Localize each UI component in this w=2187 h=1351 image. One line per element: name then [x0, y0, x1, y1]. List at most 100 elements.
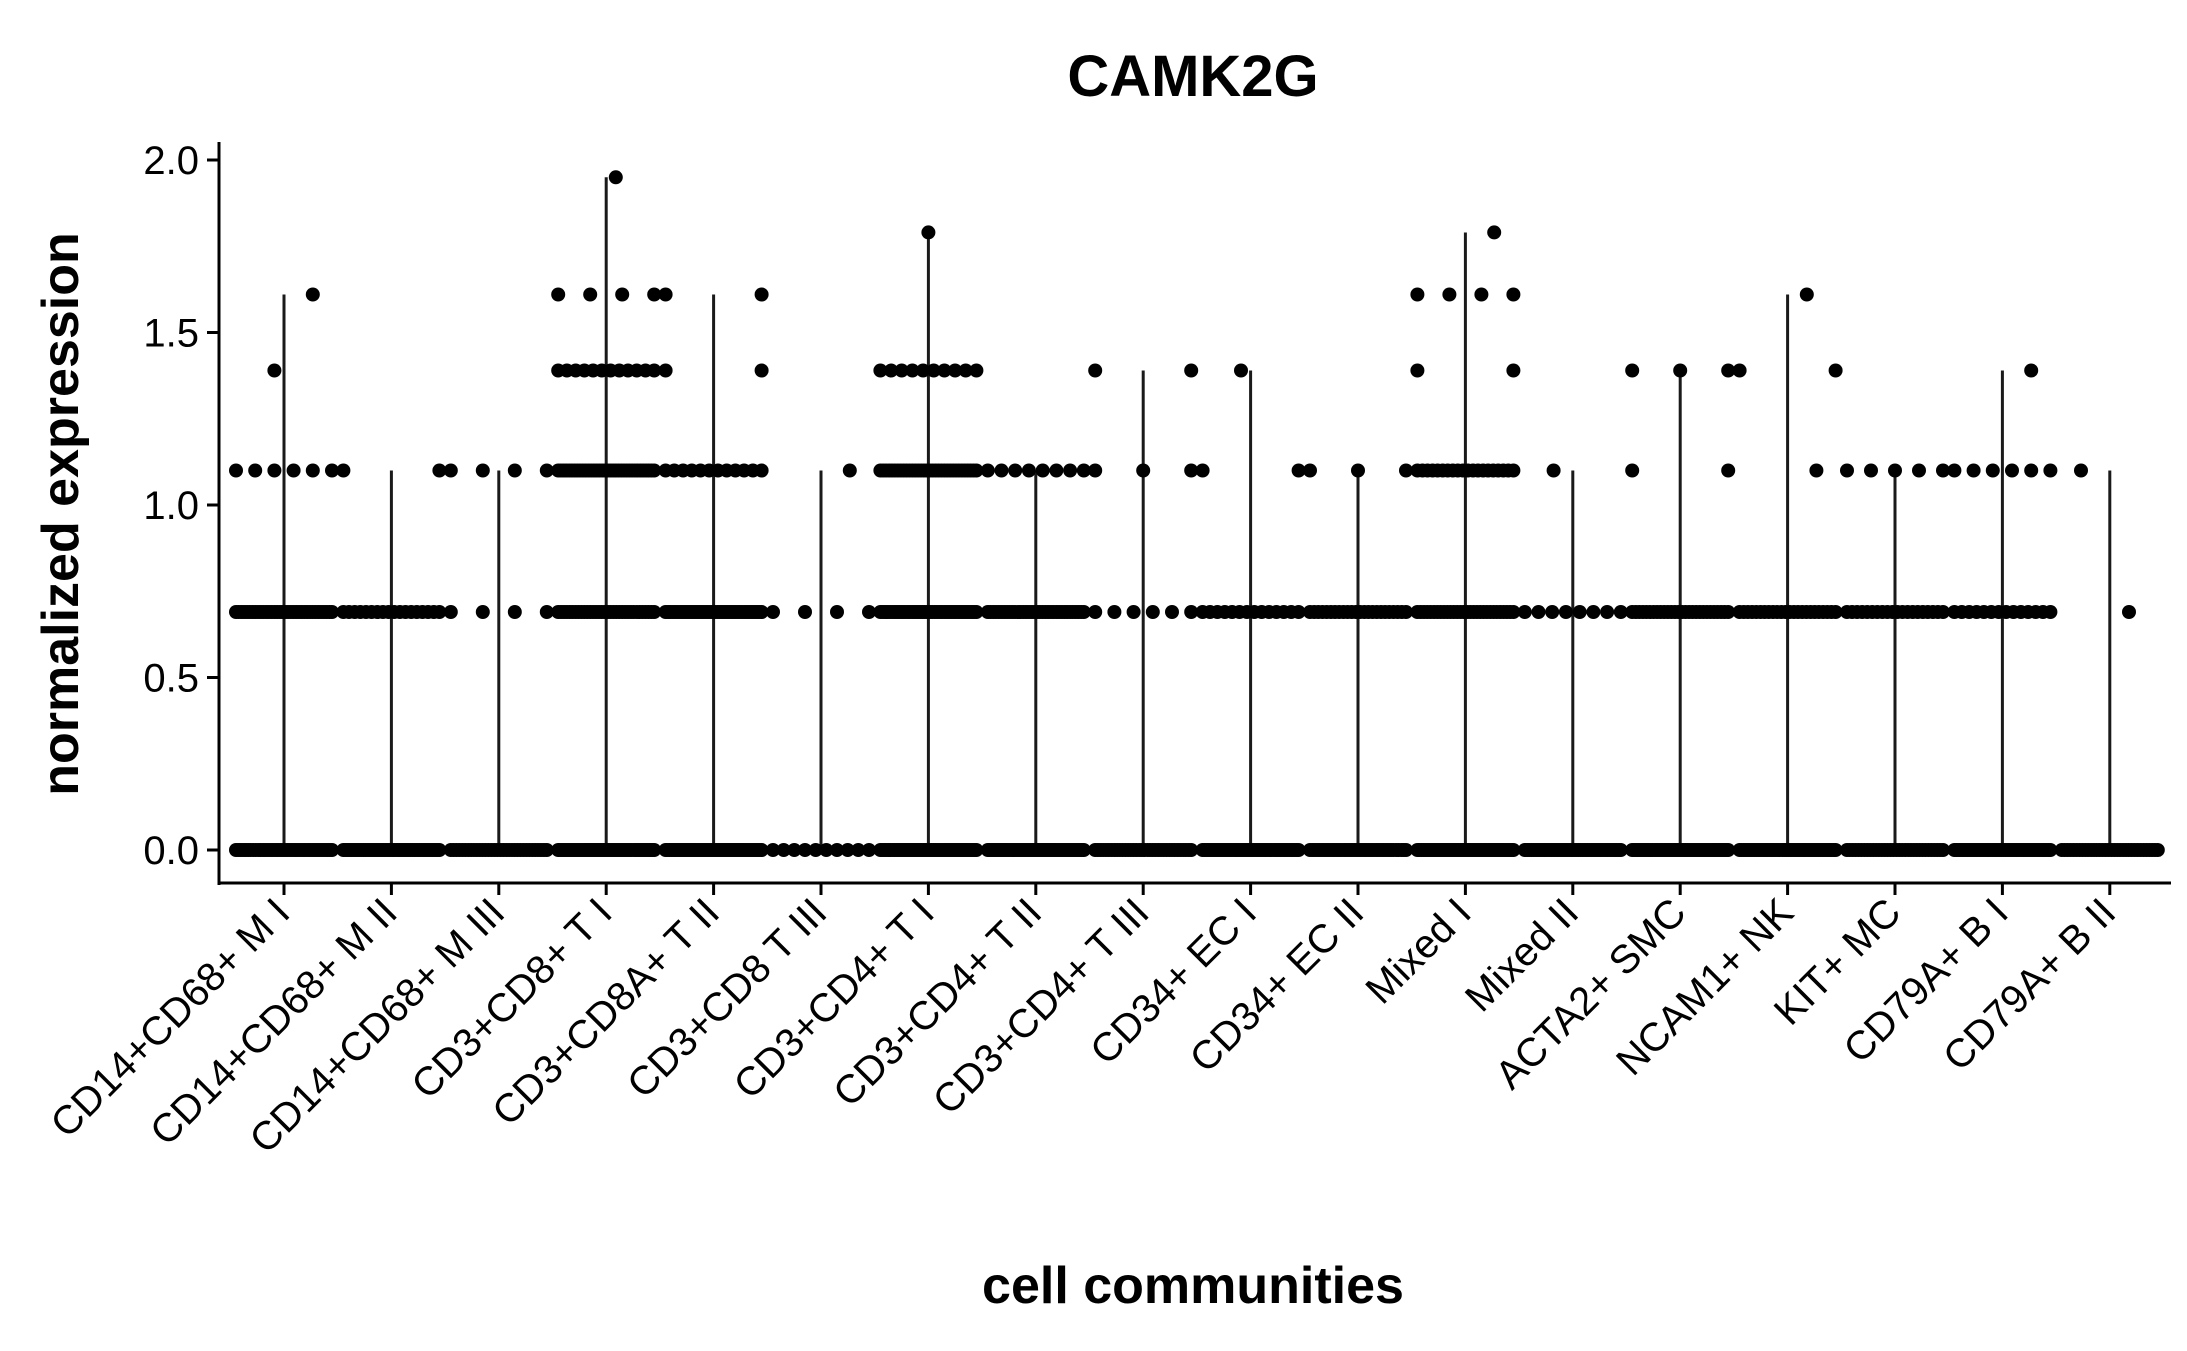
data-point [1088, 605, 1103, 619]
data-point [754, 287, 769, 302]
data-point [937, 363, 952, 378]
data-point [248, 463, 263, 478]
data-point [305, 463, 320, 478]
data-point [1474, 287, 1489, 302]
data-point [443, 463, 458, 478]
data-point [1517, 605, 1532, 619]
data-point [754, 363, 769, 378]
data-point [1076, 605, 1091, 619]
data-point [647, 287, 662, 302]
data-point [1076, 843, 1091, 857]
data-point [1291, 605, 1306, 619]
data-point [905, 363, 920, 378]
data-point [1487, 225, 1502, 240]
data-point [1966, 463, 1981, 478]
data-point [1399, 463, 1413, 478]
data-point [2005, 463, 2019, 478]
data-point [432, 605, 447, 619]
data-point [894, 363, 909, 378]
data-point [1809, 463, 1824, 478]
data-point [994, 463, 1009, 478]
data-point [1136, 463, 1151, 478]
data-points [229, 170, 2165, 857]
data-point [958, 363, 973, 378]
chart-title: CAMK2G [1067, 44, 1318, 109]
data-point [1184, 463, 1199, 478]
data-point [754, 843, 769, 857]
data-point [539, 605, 554, 619]
data-point [475, 463, 490, 478]
data-point [1912, 463, 1926, 478]
data-point [830, 843, 844, 857]
data-point [873, 363, 888, 378]
data-point [1303, 463, 1317, 478]
data-point [1399, 843, 1413, 857]
data-point [1545, 605, 1560, 619]
violin-lines [236, 177, 2158, 852]
data-point [798, 843, 812, 857]
y-tick-label: 1.0 [143, 484, 199, 528]
data-point [1936, 605, 1950, 619]
data-point [1351, 463, 1365, 478]
data-point [1184, 843, 1199, 857]
data-point [754, 463, 769, 478]
data-point [1234, 363, 1248, 378]
data-point [267, 463, 282, 478]
data-point [1828, 363, 1843, 378]
data-point [1107, 605, 1122, 619]
data-point [969, 363, 984, 378]
data-point [1506, 843, 1521, 857]
data-point [1088, 463, 1103, 478]
data-point [926, 363, 941, 378]
data-point [1625, 463, 1640, 478]
data-point [267, 363, 282, 378]
data-point [969, 843, 984, 857]
data-point [1049, 463, 1064, 478]
data-point [948, 363, 963, 378]
data-point [647, 605, 662, 619]
data-point [1721, 463, 1736, 478]
data-point [325, 463, 339, 478]
data-point [1558, 605, 1573, 619]
data-point [776, 843, 791, 857]
data-point [1721, 605, 1736, 619]
data-point [1021, 463, 1036, 478]
data-point [2074, 463, 2088, 478]
data-point [658, 363, 673, 378]
data-point [1947, 463, 1962, 478]
data-point [1613, 843, 1628, 857]
data-point [1506, 463, 1521, 478]
data-point [862, 605, 876, 619]
data-point [1506, 605, 1521, 619]
data-point [1936, 463, 1950, 478]
data-point [2043, 605, 2058, 619]
data-point [766, 605, 780, 619]
data-point [1195, 463, 1210, 478]
x-tick-label: ACTA2+ SMC [1487, 890, 1694, 1097]
y-axis-ticks: 0.0 0.5 1.0 1.5 2.0 [143, 139, 219, 873]
data-point [1399, 605, 1413, 619]
data-point [884, 363, 899, 378]
data-point [1613, 605, 1628, 619]
data-point [969, 463, 984, 478]
y-tick-label: 0.5 [143, 657, 199, 701]
data-point [1291, 843, 1306, 857]
data-point [1165, 605, 1179, 619]
data-point [286, 463, 301, 478]
data-point [1721, 843, 1736, 857]
data-point [2122, 605, 2136, 619]
data-point [507, 463, 522, 478]
y-tick-label: 0.0 [143, 829, 199, 873]
data-point [551, 287, 566, 302]
data-point [1291, 463, 1306, 478]
data-point [615, 287, 630, 302]
data-point [754, 605, 769, 619]
data-point [1673, 363, 1688, 378]
data-point [1184, 363, 1199, 378]
x-axis-title: cell communities [982, 1257, 1404, 1315]
data-point [229, 463, 243, 478]
data-point [1732, 363, 1747, 378]
data-point [2150, 843, 2165, 857]
